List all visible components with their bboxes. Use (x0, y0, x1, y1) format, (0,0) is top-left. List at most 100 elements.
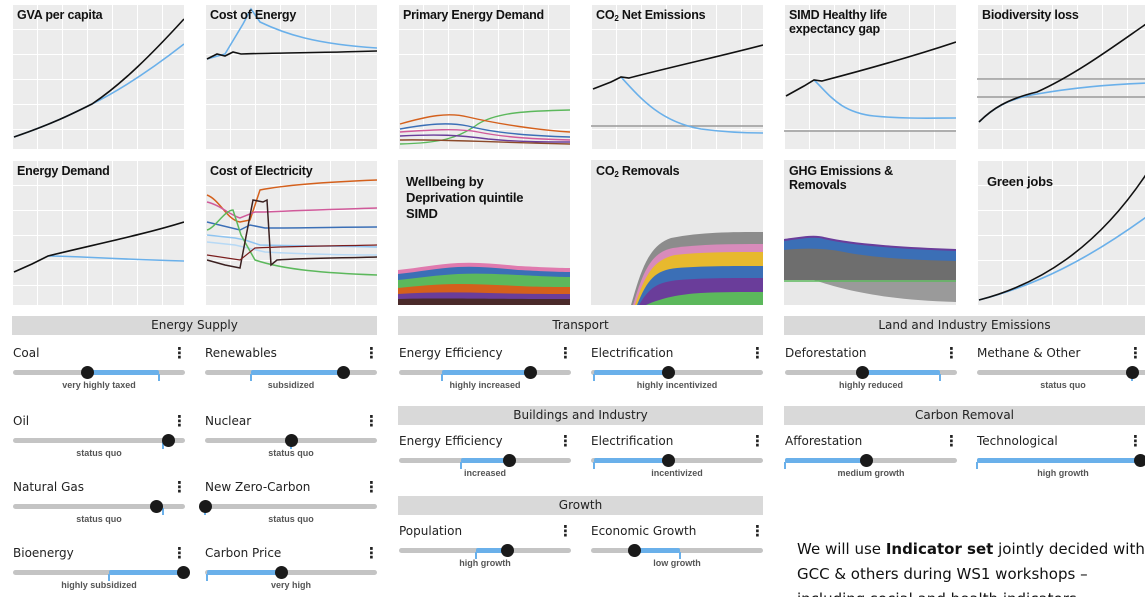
slider-knob[interactable] (662, 366, 676, 379)
slider-track[interactable] (13, 366, 185, 381)
control-electrification: Electrification ⋮ highly incentivized (591, 344, 767, 398)
more-menu-icon[interactable]: ⋮ (944, 344, 959, 362)
green-jobs-baseline-line (978, 174, 1145, 301)
slider-knob[interactable] (285, 434, 298, 447)
control-value: increased (463, 468, 507, 478)
cost-elec-orange-line (206, 179, 377, 223)
slider-knob[interactable] (336, 366, 350, 379)
slider-track[interactable] (399, 366, 571, 381)
more-menu-icon[interactable]: ⋮ (750, 522, 765, 540)
control-deforestation: Deforestation ⋮ highly reduced (785, 344, 961, 398)
slider-knob[interactable] (501, 544, 515, 557)
slider-track[interactable] (205, 566, 377, 581)
control-coal: Coal ⋮ very highly taxed (13, 344, 189, 398)
card-green-jobs: Green jobs (977, 160, 1145, 305)
slider-track[interactable] (785, 366, 957, 381)
card-title: CO2 Removals (596, 164, 680, 179)
slider-reference-tick (161, 508, 164, 515)
more-menu-icon[interactable]: ⋮ (944, 432, 959, 450)
slider-track[interactable] (13, 500, 185, 515)
slider-track[interactable] (591, 454, 763, 469)
more-menu-icon[interactable]: ⋮ (558, 522, 573, 540)
card-co2-removals: CO2 Removals (591, 160, 763, 305)
control-label: Renewables (205, 346, 277, 360)
slider-track[interactable] (977, 366, 1145, 381)
slider-track[interactable] (205, 366, 377, 381)
section-carbon-removal: Carbon Removal (784, 406, 1145, 425)
more-menu-icon[interactable]: ⋮ (172, 412, 187, 430)
slider-track[interactable] (976, 454, 1145, 469)
slider-reference-tick (161, 442, 164, 449)
slider-track[interactable] (13, 566, 191, 581)
slider-knob[interactable] (523, 366, 537, 379)
slider-knob[interactable] (149, 500, 163, 513)
primary-energy-blue-line (399, 123, 570, 138)
more-menu-icon[interactable]: ⋮ (364, 344, 379, 362)
more-menu-icon[interactable]: ⋮ (172, 478, 187, 496)
control-value: status quo (268, 514, 314, 524)
more-menu-icon[interactable]: ⋮ (364, 412, 379, 430)
control-value: very highly taxed (62, 380, 136, 390)
slider-knob[interactable] (161, 434, 175, 447)
card-title: GVA per capita (17, 8, 103, 22)
slider-fill (862, 370, 940, 375)
slider-track[interactable] (199, 500, 377, 515)
slider-track[interactable] (13, 434, 185, 449)
slider-track[interactable] (591, 366, 763, 381)
control-label: Technological (977, 434, 1058, 448)
slider-knob[interactable] (662, 454, 676, 467)
cost-elec-blue-line (206, 221, 377, 231)
control-economic-growth: Economic Growth ⋮ low growth (591, 522, 767, 576)
section-buildings-industry: Buildings and Industry (398, 406, 763, 425)
slider-knob[interactable] (274, 566, 288, 579)
energy-demand-scenario-line (47, 255, 184, 262)
slider-knob[interactable] (199, 500, 212, 513)
slider-knob[interactable] (628, 544, 641, 557)
more-menu-icon[interactable]: ⋮ (364, 544, 379, 562)
slider-fill (977, 458, 1141, 463)
card-primary-energy-demand: Primary Energy Demand (398, 4, 570, 149)
control-value: highly increased (449, 380, 521, 390)
slider-track[interactable] (784, 454, 957, 469)
slider-track[interactable] (399, 454, 571, 469)
section-growth: Growth (398, 496, 763, 515)
slider-knob[interactable] (503, 454, 517, 467)
slider-knob[interactable] (856, 366, 870, 379)
control-label: New Zero-Carbon (205, 480, 311, 494)
card-title: Biodiversity loss (982, 8, 1079, 22)
more-menu-icon[interactable]: ⋮ (1128, 432, 1143, 450)
slider-knob[interactable] (177, 566, 191, 579)
card-title: Green jobs (987, 174, 1053, 189)
control-new-zero-carbon: New Zero-Carbon ⋮ status quo (199, 478, 381, 532)
slider-knob[interactable] (80, 366, 94, 379)
slider-track[interactable] (399, 544, 571, 559)
card-cost-of-electricity: Cost of Electricity (205, 160, 377, 305)
cost-elec-black-line (206, 198, 377, 269)
more-menu-icon[interactable]: ⋮ (364, 478, 379, 496)
slider-knob[interactable] (859, 454, 873, 467)
card-title: SIMD Healthy life expectancy gap (789, 8, 888, 36)
control-value: highly subsidized (61, 580, 137, 590)
gva-scenario-line (13, 43, 184, 138)
more-menu-icon[interactable]: ⋮ (558, 432, 573, 450)
slider-knob[interactable] (1125, 366, 1139, 379)
indicator-note: We will use Indicator set jointly decide… (797, 540, 1145, 597)
slider-reference-tick (679, 552, 682, 559)
slider-track[interactable] (205, 434, 377, 449)
more-menu-icon[interactable]: ⋮ (750, 432, 765, 450)
control-energy-efficiency: Energy Efficiency ⋮ increased (399, 432, 575, 486)
more-menu-icon[interactable]: ⋮ (558, 344, 573, 362)
control-label: Carbon Price (205, 546, 282, 560)
green-jobs-chart (978, 174, 1145, 301)
co2-net-chart (591, 44, 763, 134)
more-menu-icon[interactable]: ⋮ (172, 344, 187, 362)
control-natural-gas: Natural Gas ⋮ status quo (13, 478, 189, 532)
more-menu-icon[interactable]: ⋮ (172, 544, 187, 562)
more-menu-icon[interactable]: ⋮ (1128, 344, 1143, 362)
more-menu-icon[interactable]: ⋮ (750, 344, 765, 362)
slider-track[interactable] (591, 544, 763, 559)
slider-reference-tick (593, 374, 596, 381)
control-oil: Oil ⋮ status quo (13, 412, 189, 466)
slider-knob[interactable] (1134, 454, 1145, 467)
energy-demand-chart (13, 221, 184, 273)
